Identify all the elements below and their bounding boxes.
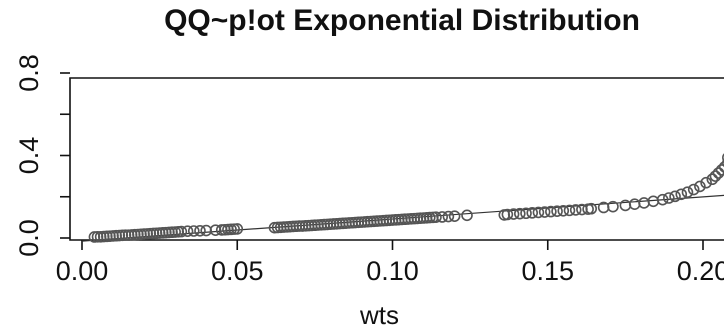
data-point (694, 180, 706, 193)
data-point (656, 193, 669, 206)
data-point (532, 206, 545, 219)
data-point (569, 204, 582, 216)
data-point (430, 211, 442, 223)
data-point (181, 225, 194, 237)
data-point (442, 210, 455, 223)
data-point (687, 183, 700, 196)
x-tick-label: 0.10 (366, 256, 419, 286)
data-point (448, 210, 461, 222)
plot-axes: 0.00 0.05 0.10 0.15 0.20 0.0 0.4 0.8 (14, 54, 724, 286)
data-point (585, 202, 598, 215)
data-point (715, 164, 724, 176)
data-point (718, 161, 724, 173)
plot-frame (69, 77, 724, 241)
data-point (175, 225, 188, 238)
data-point (681, 186, 694, 199)
data-point (501, 208, 514, 221)
data-point (557, 204, 570, 217)
data-point (706, 173, 719, 186)
data-point (647, 195, 660, 208)
x-axis-label: wts (360, 300, 399, 330)
data-point (663, 192, 675, 204)
data-point (669, 190, 681, 203)
x-tick-label: 0.15 (521, 256, 574, 286)
data-point (700, 176, 712, 189)
data-point (563, 204, 576, 217)
data-point (675, 188, 688, 201)
data-point (538, 206, 551, 218)
data-point (607, 200, 619, 213)
y-tick-label: 0.0 (14, 219, 44, 257)
data-point (231, 223, 244, 235)
y-tick-label: 0.4 (14, 137, 44, 175)
data-point (722, 153, 724, 162)
data-point (526, 207, 539, 219)
data-point (507, 208, 520, 220)
data-point (551, 205, 563, 217)
reference-line (81, 194, 724, 242)
data-point (436, 211, 448, 223)
data-point (514, 207, 526, 220)
data-points (88, 153, 724, 243)
data-point (722, 158, 724, 168)
data-point (461, 209, 473, 222)
x-tick-label: 0.00 (56, 256, 109, 286)
x-tick-label: 0.05 (211, 256, 264, 286)
data-point (638, 197, 650, 209)
data-point (194, 224, 206, 237)
x-tick-label: 0.20 (677, 256, 724, 286)
data-point (628, 198, 641, 210)
y-tick-label: 0.8 (14, 54, 44, 92)
data-point (520, 207, 532, 220)
data-point (545, 205, 557, 218)
data-point (200, 224, 212, 237)
data-point (709, 170, 722, 182)
chart-title: QQ~p!ot Exponential Distribution (164, 4, 640, 37)
qq-reference-line (81, 194, 724, 242)
data-point (187, 225, 200, 237)
